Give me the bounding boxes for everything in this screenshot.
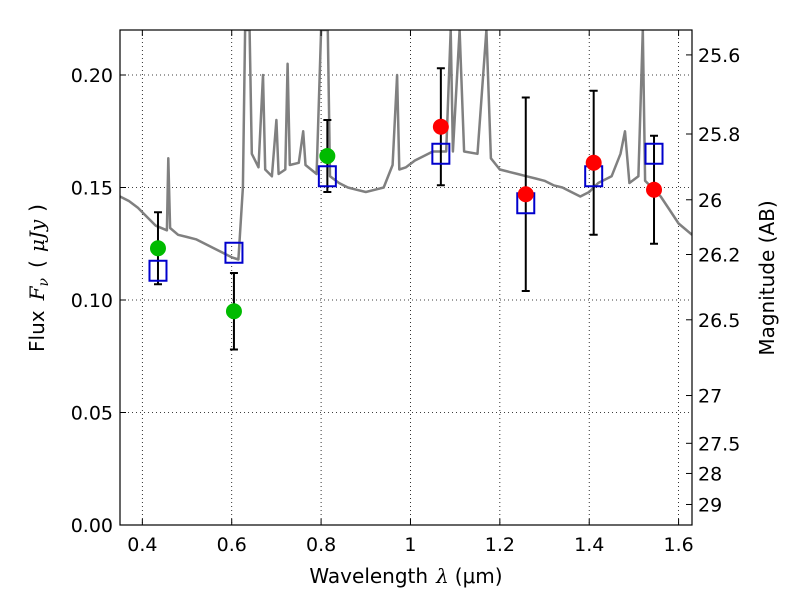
plot-area <box>120 30 692 525</box>
model-photometry-square <box>431 142 451 165</box>
model-photometry-square <box>224 241 244 264</box>
y2-tick-label: 27 <box>698 386 722 408</box>
model-photometry-square <box>644 142 664 165</box>
y2-tick-label: 28 <box>698 463 722 485</box>
y-tick-label: 0.15 <box>71 178 113 200</box>
observed-points <box>149 118 663 320</box>
y-tick-label: 0.10 <box>71 290 113 312</box>
y-tick-label: 0.05 <box>71 403 113 425</box>
observed-point <box>585 154 602 171</box>
spectrum-layer <box>120 30 692 261</box>
observed-point <box>149 240 166 257</box>
x-tick-label: 0.4 <box>127 534 157 556</box>
x-tick-label: 0.6 <box>217 534 247 556</box>
plot-frame <box>119 29 693 526</box>
y2-tick-label: 29 <box>698 494 722 516</box>
x-axis-label: Wavelength λ (μm) <box>309 564 502 588</box>
observed-point <box>432 118 449 135</box>
y-tick-label: 0.20 <box>71 65 113 87</box>
axis-ticks: 0.4 0.6 0.8 1 1.2 1.4 1.6 0.00 0.05 0.10 0.15 0.20 2… <box>71 30 740 556</box>
observed-point <box>319 148 336 164</box>
x-tick-label: 1.6 <box>663 534 693 556</box>
y-tick-label: 0.00 <box>71 515 113 537</box>
x-tick-label: 0.8 <box>306 534 336 556</box>
x-tick-label: 1.2 <box>485 534 515 556</box>
observed-point <box>225 303 242 320</box>
spectrum-line <box>120 30 692 261</box>
observed-point <box>517 186 534 203</box>
y2-tick-label: 26.5 <box>698 310 740 332</box>
y2-tick-label: 25.6 <box>698 45 740 67</box>
observed-point <box>646 181 663 198</box>
x-tick-label: 1 <box>404 534 416 556</box>
y-axis-label: FluxFν(μJy) <box>25 204 52 352</box>
y2-tick-label: 27.5 <box>698 433 740 455</box>
y2-axis-label: Magnitude (AB) <box>755 200 779 355</box>
model-photometry-square <box>317 165 337 188</box>
model-photometry-square <box>148 259 168 282</box>
y2-tick-label: 25.8 <box>698 124 740 146</box>
x-tick-label: 1.4 <box>574 534 604 556</box>
y2-tick-label: 26.2 <box>698 244 740 266</box>
y2-tick-label: 26 <box>698 190 722 212</box>
